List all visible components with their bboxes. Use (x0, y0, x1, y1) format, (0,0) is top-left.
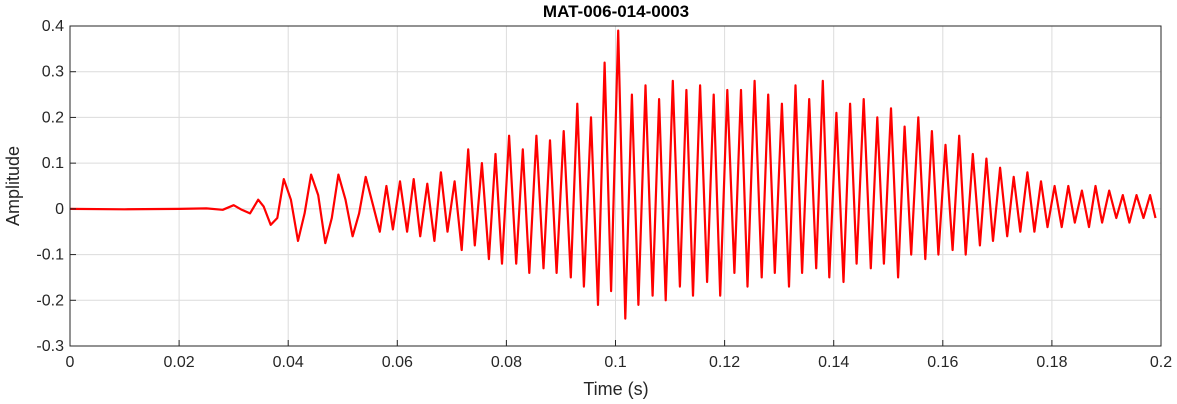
y-tick-label: 0.3 (42, 64, 64, 81)
y-axis: -0.3 -0.2 -0.1 0 0.1 0.2 0.3 0.4 (36, 18, 76, 355)
y-tick-label: 0.4 (42, 18, 64, 35)
x-tick-label: 0.08 (491, 354, 522, 371)
y-tick-label: -0.2 (36, 292, 64, 309)
chart-title: MAT-006-014-0003 (543, 2, 689, 21)
x-axis-title: Time (s) (583, 379, 648, 399)
x-tick-label: 0.16 (927, 354, 958, 371)
x-tick-label: 0.12 (709, 354, 740, 371)
y-tick-label: 0.2 (42, 109, 64, 126)
x-tick-label: 0.14 (818, 354, 849, 371)
x-tick-label: 0.2 (1150, 354, 1172, 371)
x-tick-label: 0.06 (382, 354, 413, 371)
x-tick-label: 0 (66, 354, 75, 371)
x-tick-label: 0.18 (1036, 354, 1067, 371)
y-tick-label: -0.3 (36, 338, 64, 355)
x-tick-label: 0.1 (604, 354, 626, 371)
series-line (69, 29, 1157, 320)
y-axis-title: Amplitude (3, 146, 23, 226)
x-axis: 0 0.02 0.04 0.06 0.08 0.1 0.12 0.14 0.16 0.18 0.2 (66, 340, 1172, 371)
x-tick-label: 0.04 (273, 354, 304, 371)
y-tick-label: 0.1 (42, 155, 64, 172)
y-tick-label: 0 (55, 201, 64, 218)
series-layer (69, 29, 1157, 320)
x-tick-label: 0.02 (164, 354, 195, 371)
y-tick-label: -0.1 (36, 247, 64, 264)
